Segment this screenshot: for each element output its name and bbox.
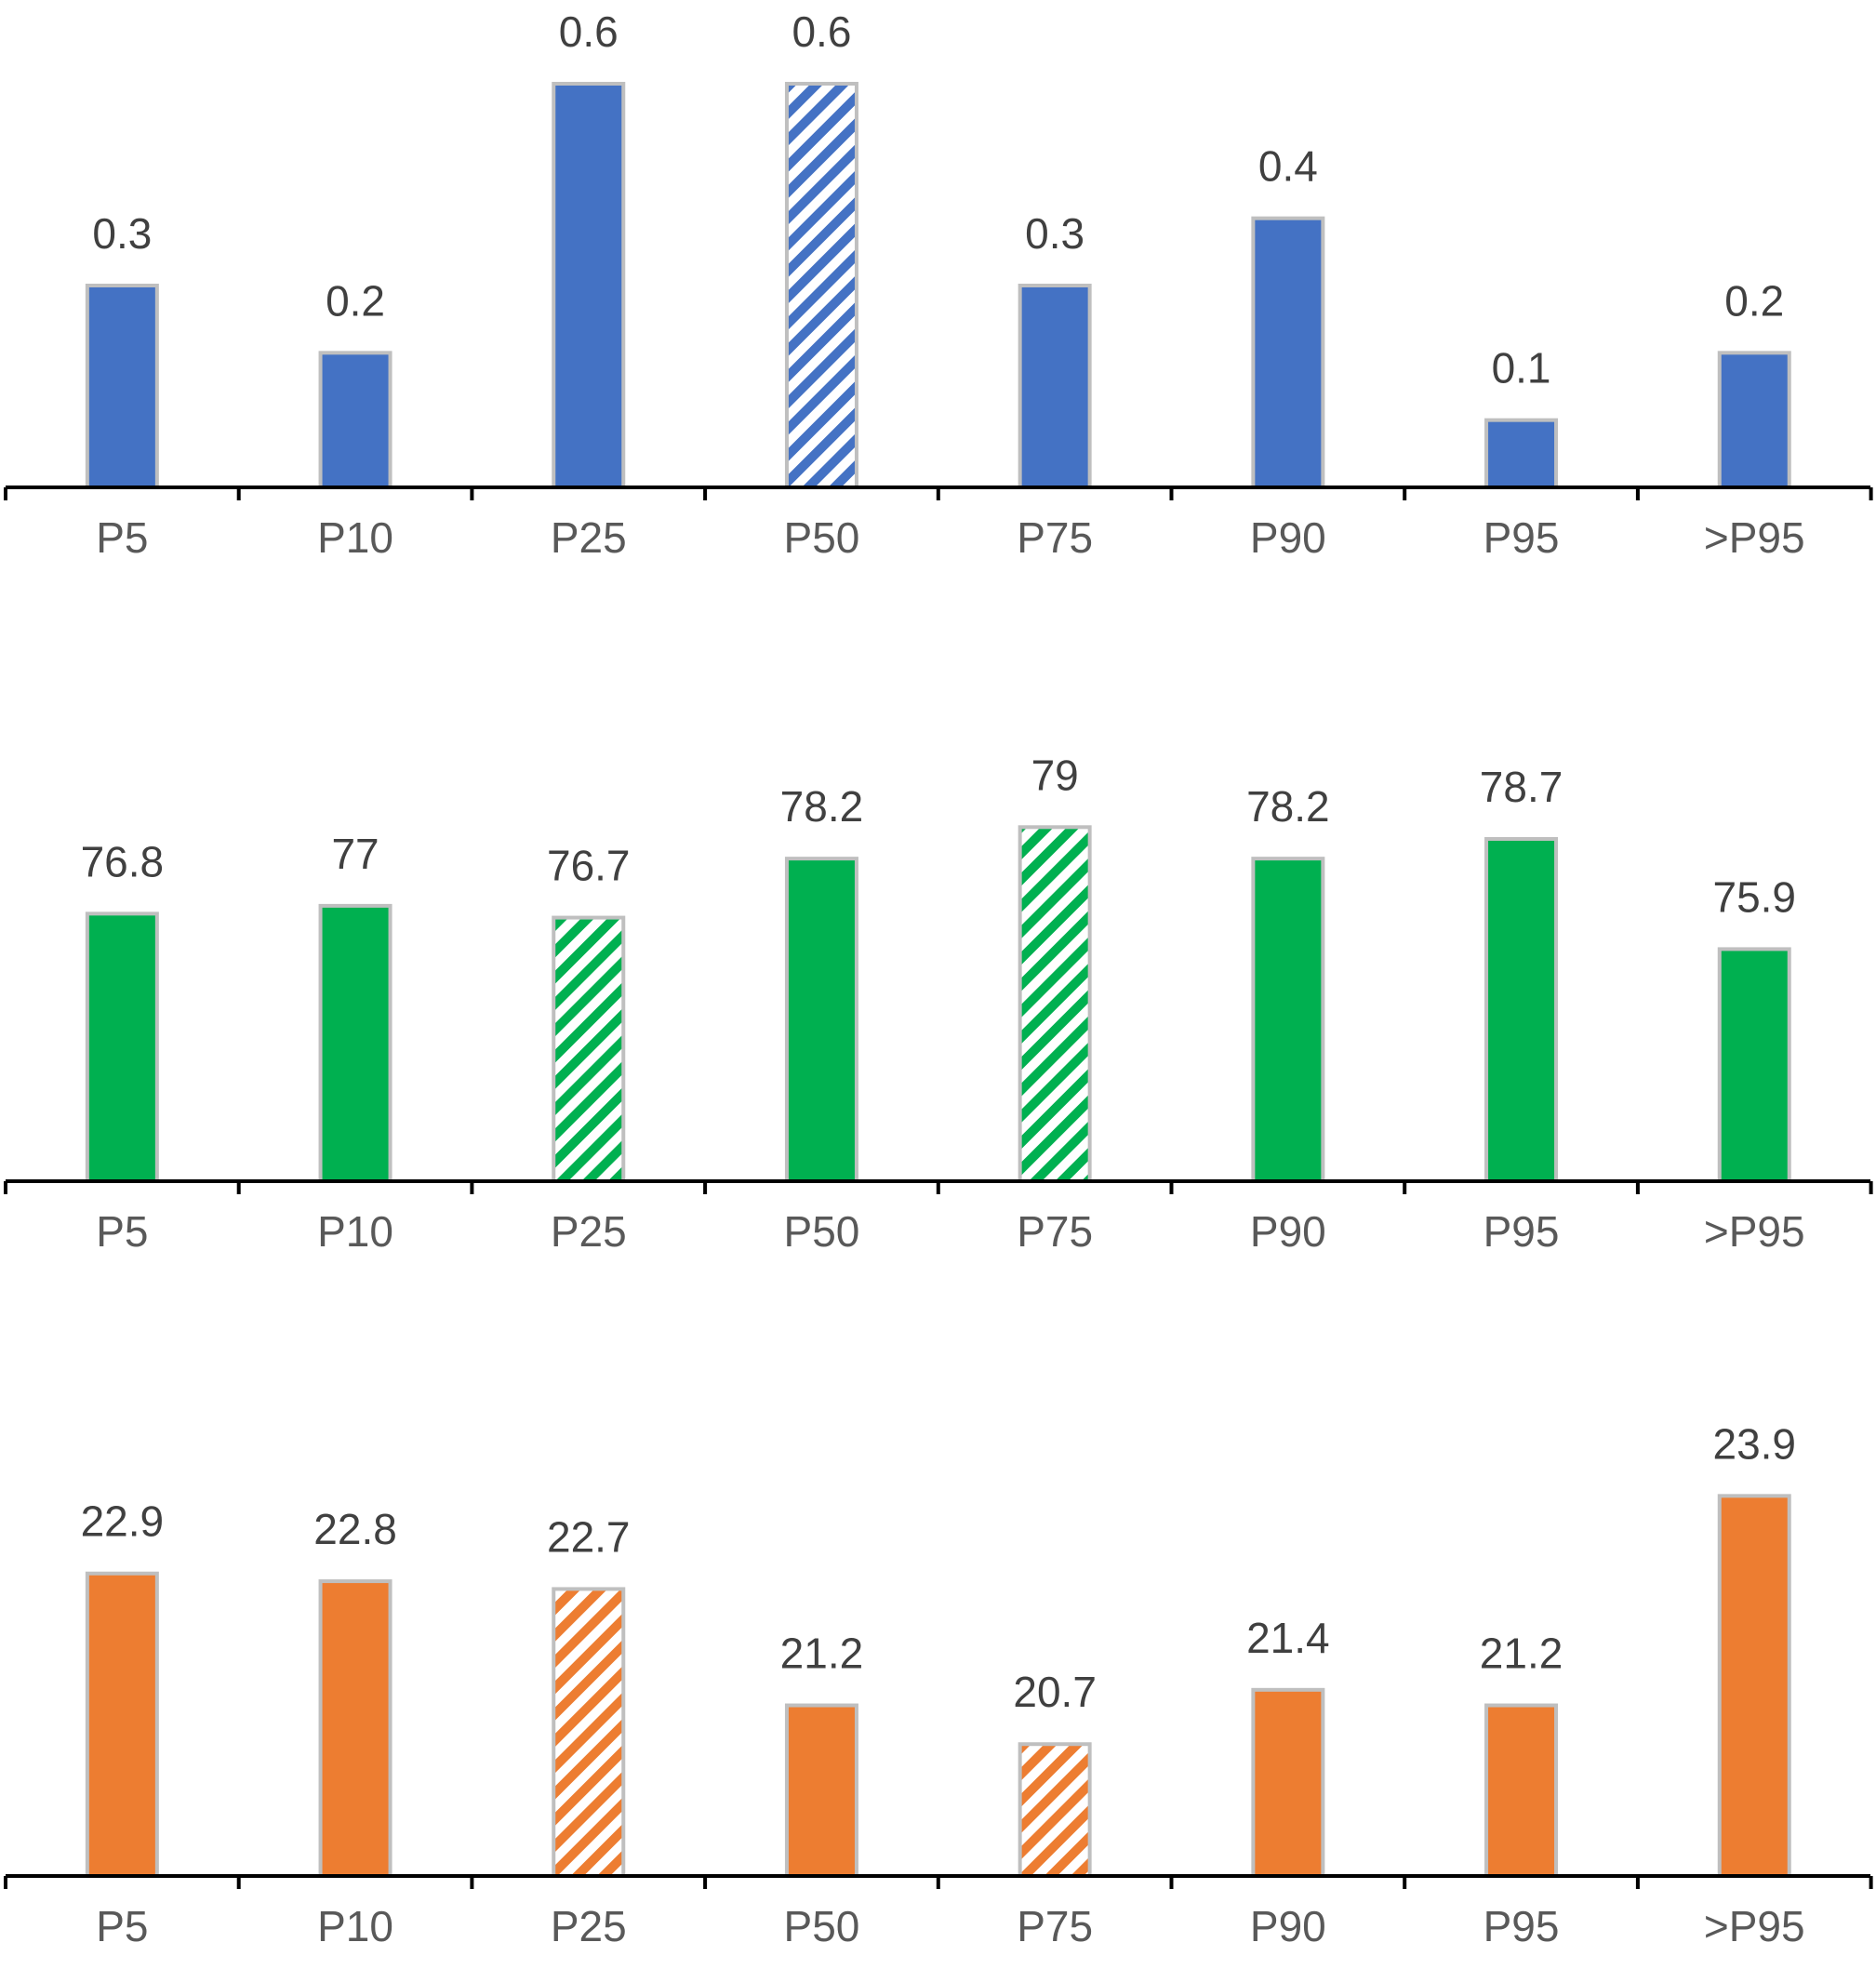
bar-p10 xyxy=(318,1579,392,1878)
bar-p95 xyxy=(1484,1703,1559,1879)
data-label: 78.7 xyxy=(1480,763,1563,811)
x-tick-label: >P95 xyxy=(1704,1207,1805,1256)
x-tick-label: P95 xyxy=(1484,513,1560,562)
bar-p95 xyxy=(1484,836,1559,1183)
x-tick-label: P75 xyxy=(1017,513,1093,562)
bar-p75 xyxy=(1018,284,1092,489)
x-tick-label: P10 xyxy=(317,1207,393,1256)
x-tick-label: P50 xyxy=(784,1207,860,1256)
x-tick-label: P10 xyxy=(317,1902,393,1950)
chart-panel-3: 22.9 P5 22.8 P10 22.7 P25 21.2 P50 20.7 P75 21.4 P9… xyxy=(4,1419,1873,1950)
data-label: 21.2 xyxy=(1480,1630,1563,1678)
data-label: 78.2 xyxy=(780,782,864,831)
data-label: 0.3 xyxy=(1025,209,1084,258)
data-label: 76.8 xyxy=(81,837,165,885)
x-tick-label: P75 xyxy=(1017,1902,1093,1950)
data-label: 77 xyxy=(331,830,379,878)
data-label: 0.3 xyxy=(92,209,152,258)
x-tick-label: P90 xyxy=(1250,1902,1326,1950)
data-label: 22.9 xyxy=(81,1497,165,1546)
x-tick-label: P50 xyxy=(784,1902,860,1950)
bar-p75 xyxy=(1018,1742,1092,1878)
data-label: 21.4 xyxy=(1246,1614,1330,1662)
bar-p50 xyxy=(784,857,858,1183)
bar-gt-p95 xyxy=(1717,1494,1791,1878)
data-label: 0.1 xyxy=(1492,344,1551,392)
bar-gt-p95 xyxy=(1717,351,1791,490)
data-label: 75.9 xyxy=(1712,872,1796,921)
x-tick-label: P75 xyxy=(1017,1207,1093,1256)
bar-p5 xyxy=(85,284,159,489)
bar-p90 xyxy=(1251,1687,1325,1878)
x-tick-label: >P95 xyxy=(1704,513,1805,562)
chart-panel-1: 0.3 P5 0.2 P10 0.6 P25 0.6 P50 0.3 P75 0.4 P90 0.1 P9… xyxy=(4,7,1873,562)
data-label: 0.4 xyxy=(1258,142,1318,191)
x-tick-label: >P95 xyxy=(1704,1902,1805,1950)
data-label: 0.2 xyxy=(1724,276,1784,325)
bar-p25 xyxy=(552,82,626,489)
x-tick-label: P95 xyxy=(1484,1902,1560,1950)
x-tick-label: P25 xyxy=(551,1902,627,1950)
data-label: 0.6 xyxy=(792,7,851,56)
x-tick-label: P95 xyxy=(1484,1207,1560,1256)
x-tick-label: P5 xyxy=(96,1207,148,1256)
bar-p5 xyxy=(85,1571,159,1878)
bar-p90 xyxy=(1251,857,1325,1183)
bar-p10 xyxy=(318,903,392,1184)
data-label: 21.2 xyxy=(780,1630,864,1678)
x-tick-label: P25 xyxy=(551,1207,627,1256)
bar-p25 xyxy=(552,1587,626,1879)
bar-p90 xyxy=(1251,216,1325,490)
data-label: 22.7 xyxy=(547,1512,631,1561)
bar-p10 xyxy=(318,351,392,490)
x-tick-label: P5 xyxy=(96,1902,148,1950)
x-tick-label: P90 xyxy=(1250,1207,1326,1256)
x-tick-label: P10 xyxy=(317,513,393,562)
data-label: 76.7 xyxy=(547,842,631,890)
data-label: 23.9 xyxy=(1712,1419,1796,1468)
bar-gt-p95 xyxy=(1717,947,1791,1183)
x-tick-label: P90 xyxy=(1250,513,1326,562)
data-label: 79 xyxy=(1031,751,1079,799)
bar-p50 xyxy=(784,82,858,489)
bar-p5 xyxy=(85,911,159,1183)
bar-p95 xyxy=(1484,418,1559,489)
data-label: 78.2 xyxy=(1246,782,1330,831)
data-label: 20.7 xyxy=(1013,1668,1097,1716)
x-tick-label: P5 xyxy=(96,513,148,562)
data-label: 0.6 xyxy=(559,7,619,56)
x-tick-label: P25 xyxy=(551,513,627,562)
data-label: 0.2 xyxy=(326,276,385,325)
chart-panel-2: 76.8 P5 77 P10 76.7 P25 78.2 P50 79 P75 78.2 P90 78.… xyxy=(4,751,1873,1256)
x-tick-label: P50 xyxy=(784,513,860,562)
bar-p50 xyxy=(784,1703,858,1879)
bar-p75 xyxy=(1018,825,1092,1183)
bar-p25 xyxy=(552,915,626,1184)
data-label: 22.8 xyxy=(313,1505,397,1553)
